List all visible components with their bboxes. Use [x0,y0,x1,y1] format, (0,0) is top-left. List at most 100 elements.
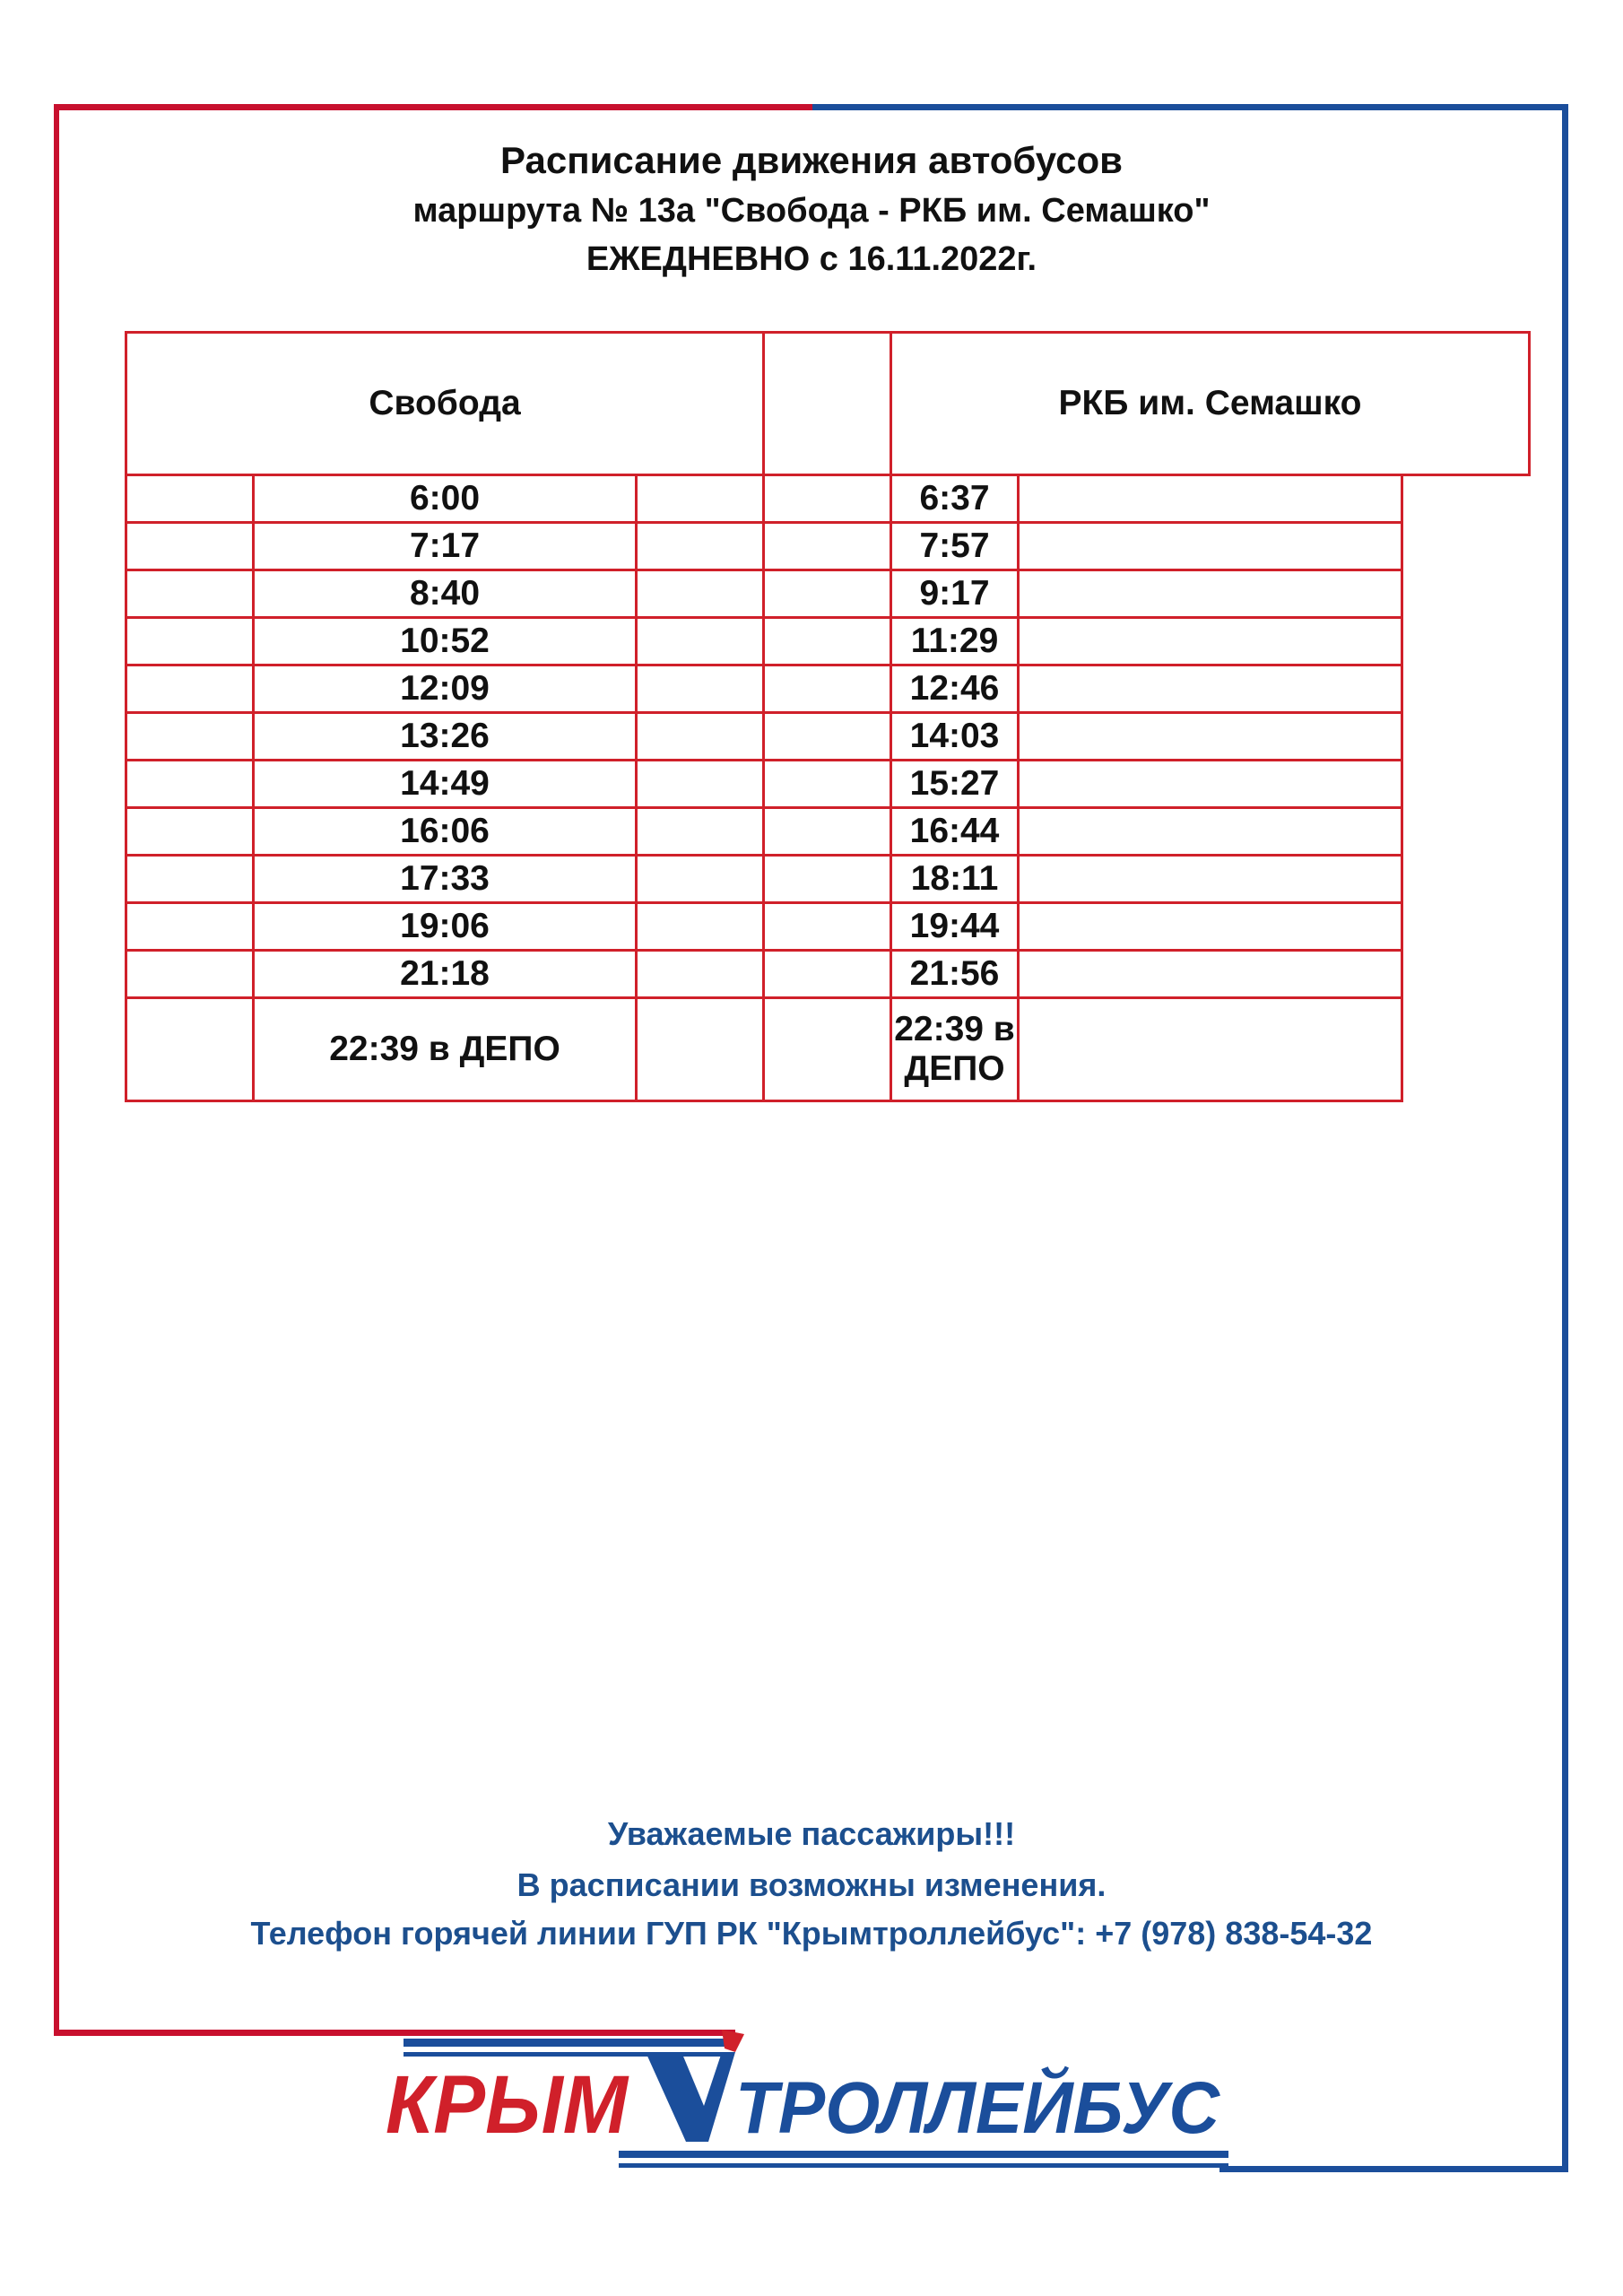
empty-cell [1017,759,1403,809]
empty-cell [125,521,255,571]
footer-hotline: Телефон горячей линии ГУП РК "Крымтролле… [250,1915,1373,1952]
departure-time-rkb: 15:27 [890,759,1020,809]
empty-cell [125,901,255,952]
empty-cell [635,759,765,809]
schedule-row: 17:33 18:11 [125,854,1530,904]
empty-cell [635,901,765,952]
empty-cell [762,854,892,904]
empty-cell [125,949,255,999]
empty-cell [762,521,892,571]
krymtrolleybus-logo: КРЫМ ТРОЛЛЕЙБУС [386,2030,1228,2168]
departure-time-rkb: 7:57 [890,521,1020,571]
svg-text:ТРОЛЛЕЙБУС: ТРОЛЛЕЙБУС [735,2066,1221,2149]
empty-cell [762,949,892,999]
schedule-row: 13:26 14:03 [125,711,1530,761]
frame-bottom-red [54,2030,735,2036]
empty-cell [635,616,765,666]
departure-time-rkb: 16:44 [890,806,1020,857]
empty-cell [1017,996,1403,1102]
divider-column [762,331,892,476]
departure-time-svoboda: 14:49 [252,759,638,809]
footer-greeting: Уважаемые пассажиры!!! [607,1815,1016,1852]
departure-time-rkb: 6:37 [890,474,1020,524]
stop-header-rkb: РКБ им. Семашко [890,331,1531,476]
empty-cell [1017,521,1403,571]
footer-notice: В расписании возможны изменения. [516,1866,1107,1903]
schedule-row: 19:06 19:44 [125,901,1530,952]
empty-cell [1017,569,1403,619]
empty-cell [1017,806,1403,857]
schedule-row: 8:40 9:17 [125,569,1530,619]
empty-cell [1017,616,1403,666]
departure-time-rkb: 9:17 [890,569,1020,619]
departure-time-svoboda: 13:26 [252,711,638,761]
departure-time-svoboda: 8:40 [252,569,638,619]
frame-left-red [54,104,59,2035]
empty-cell [125,854,255,904]
empty-cell [635,949,765,999]
empty-cell [635,569,765,619]
route-subtitle: маршрута № 13а "Свобода - РКБ им. Семашк… [412,192,1211,230]
empty-cell [635,664,765,714]
departure-time-svoboda: 17:33 [252,854,638,904]
empty-cell [125,474,255,524]
departure-time-svoboda: 12:09 [252,664,638,714]
empty-cell [125,664,255,714]
validity-date: ЕЖЕДНЕВНО с 16.11.2022г. [586,240,1037,278]
empty-cell [1017,854,1403,904]
empty-cell [762,664,892,714]
departure-time-svoboda: 16:06 [252,806,638,857]
empty-cell [125,711,255,761]
svg-text:КРЫМ: КРЫМ [386,2059,629,2151]
empty-cell [762,901,892,952]
empty-cell [1017,949,1403,999]
empty-cell [635,996,765,1102]
empty-cell [125,569,255,619]
empty-cell [1017,474,1403,524]
empty-cell [635,521,765,571]
schedule-row: 7:17 7:57 [125,521,1530,571]
frame-right-blue [1562,104,1568,2172]
empty-cell [125,616,255,666]
departure-time-rkb: 19:44 [890,901,1020,952]
empty-cell [635,474,765,524]
empty-cell [1017,664,1403,714]
empty-cell [762,569,892,619]
page-title: Расписание движения автобусов [500,139,1123,181]
empty-cell [762,474,892,524]
schedule-row: 22:39 в ДЕПО 22:39 в ДЕПО [125,996,1530,1102]
departure-time-rkb: 22:39 в ДЕПО [890,996,1020,1102]
empty-cell [635,711,765,761]
frame-top-blue [812,104,1568,110]
departure-time-rkb: 14:03 [890,711,1020,761]
stop-header-svoboda: Свобода [125,331,765,476]
departure-time-svoboda: 6:00 [252,474,638,524]
schedule-table: Свобода РКБ им. Семашко 6:00 6:37 7:17 7:57… [125,331,1531,1102]
empty-cell [635,854,765,904]
empty-cell [125,806,255,857]
frame-top-red [54,104,814,110]
departure-time-rkb: 21:56 [890,949,1020,999]
schedule-row: 14:49 15:27 [125,759,1530,809]
schedule-row: 10:52 11:29 [125,616,1530,666]
departure-time-svoboda: 10:52 [252,616,638,666]
departure-time-svoboda: 22:39 в ДЕПО [252,996,638,1102]
departure-time-rkb: 11:29 [890,616,1020,666]
empty-cell [762,996,892,1102]
empty-cell [1017,711,1403,761]
empty-cell [762,806,892,857]
empty-cell [635,806,765,857]
empty-cell [762,616,892,666]
empty-cell [762,759,892,809]
schedule-row: 21:18 21:56 [125,949,1530,999]
departure-time-svoboda: 21:18 [252,949,638,999]
schedule-row: 12:09 12:46 [125,664,1530,714]
frame-bottom-blue [1219,2166,1568,2172]
empty-cell [125,996,255,1102]
departure-time-svoboda: 19:06 [252,901,638,952]
schedule-row: 6:00 6:37 [125,474,1530,524]
departure-time-rkb: 12:46 [890,664,1020,714]
empty-cell [762,711,892,761]
schedule-row: 16:06 16:44 [125,806,1530,857]
empty-cell [125,759,255,809]
